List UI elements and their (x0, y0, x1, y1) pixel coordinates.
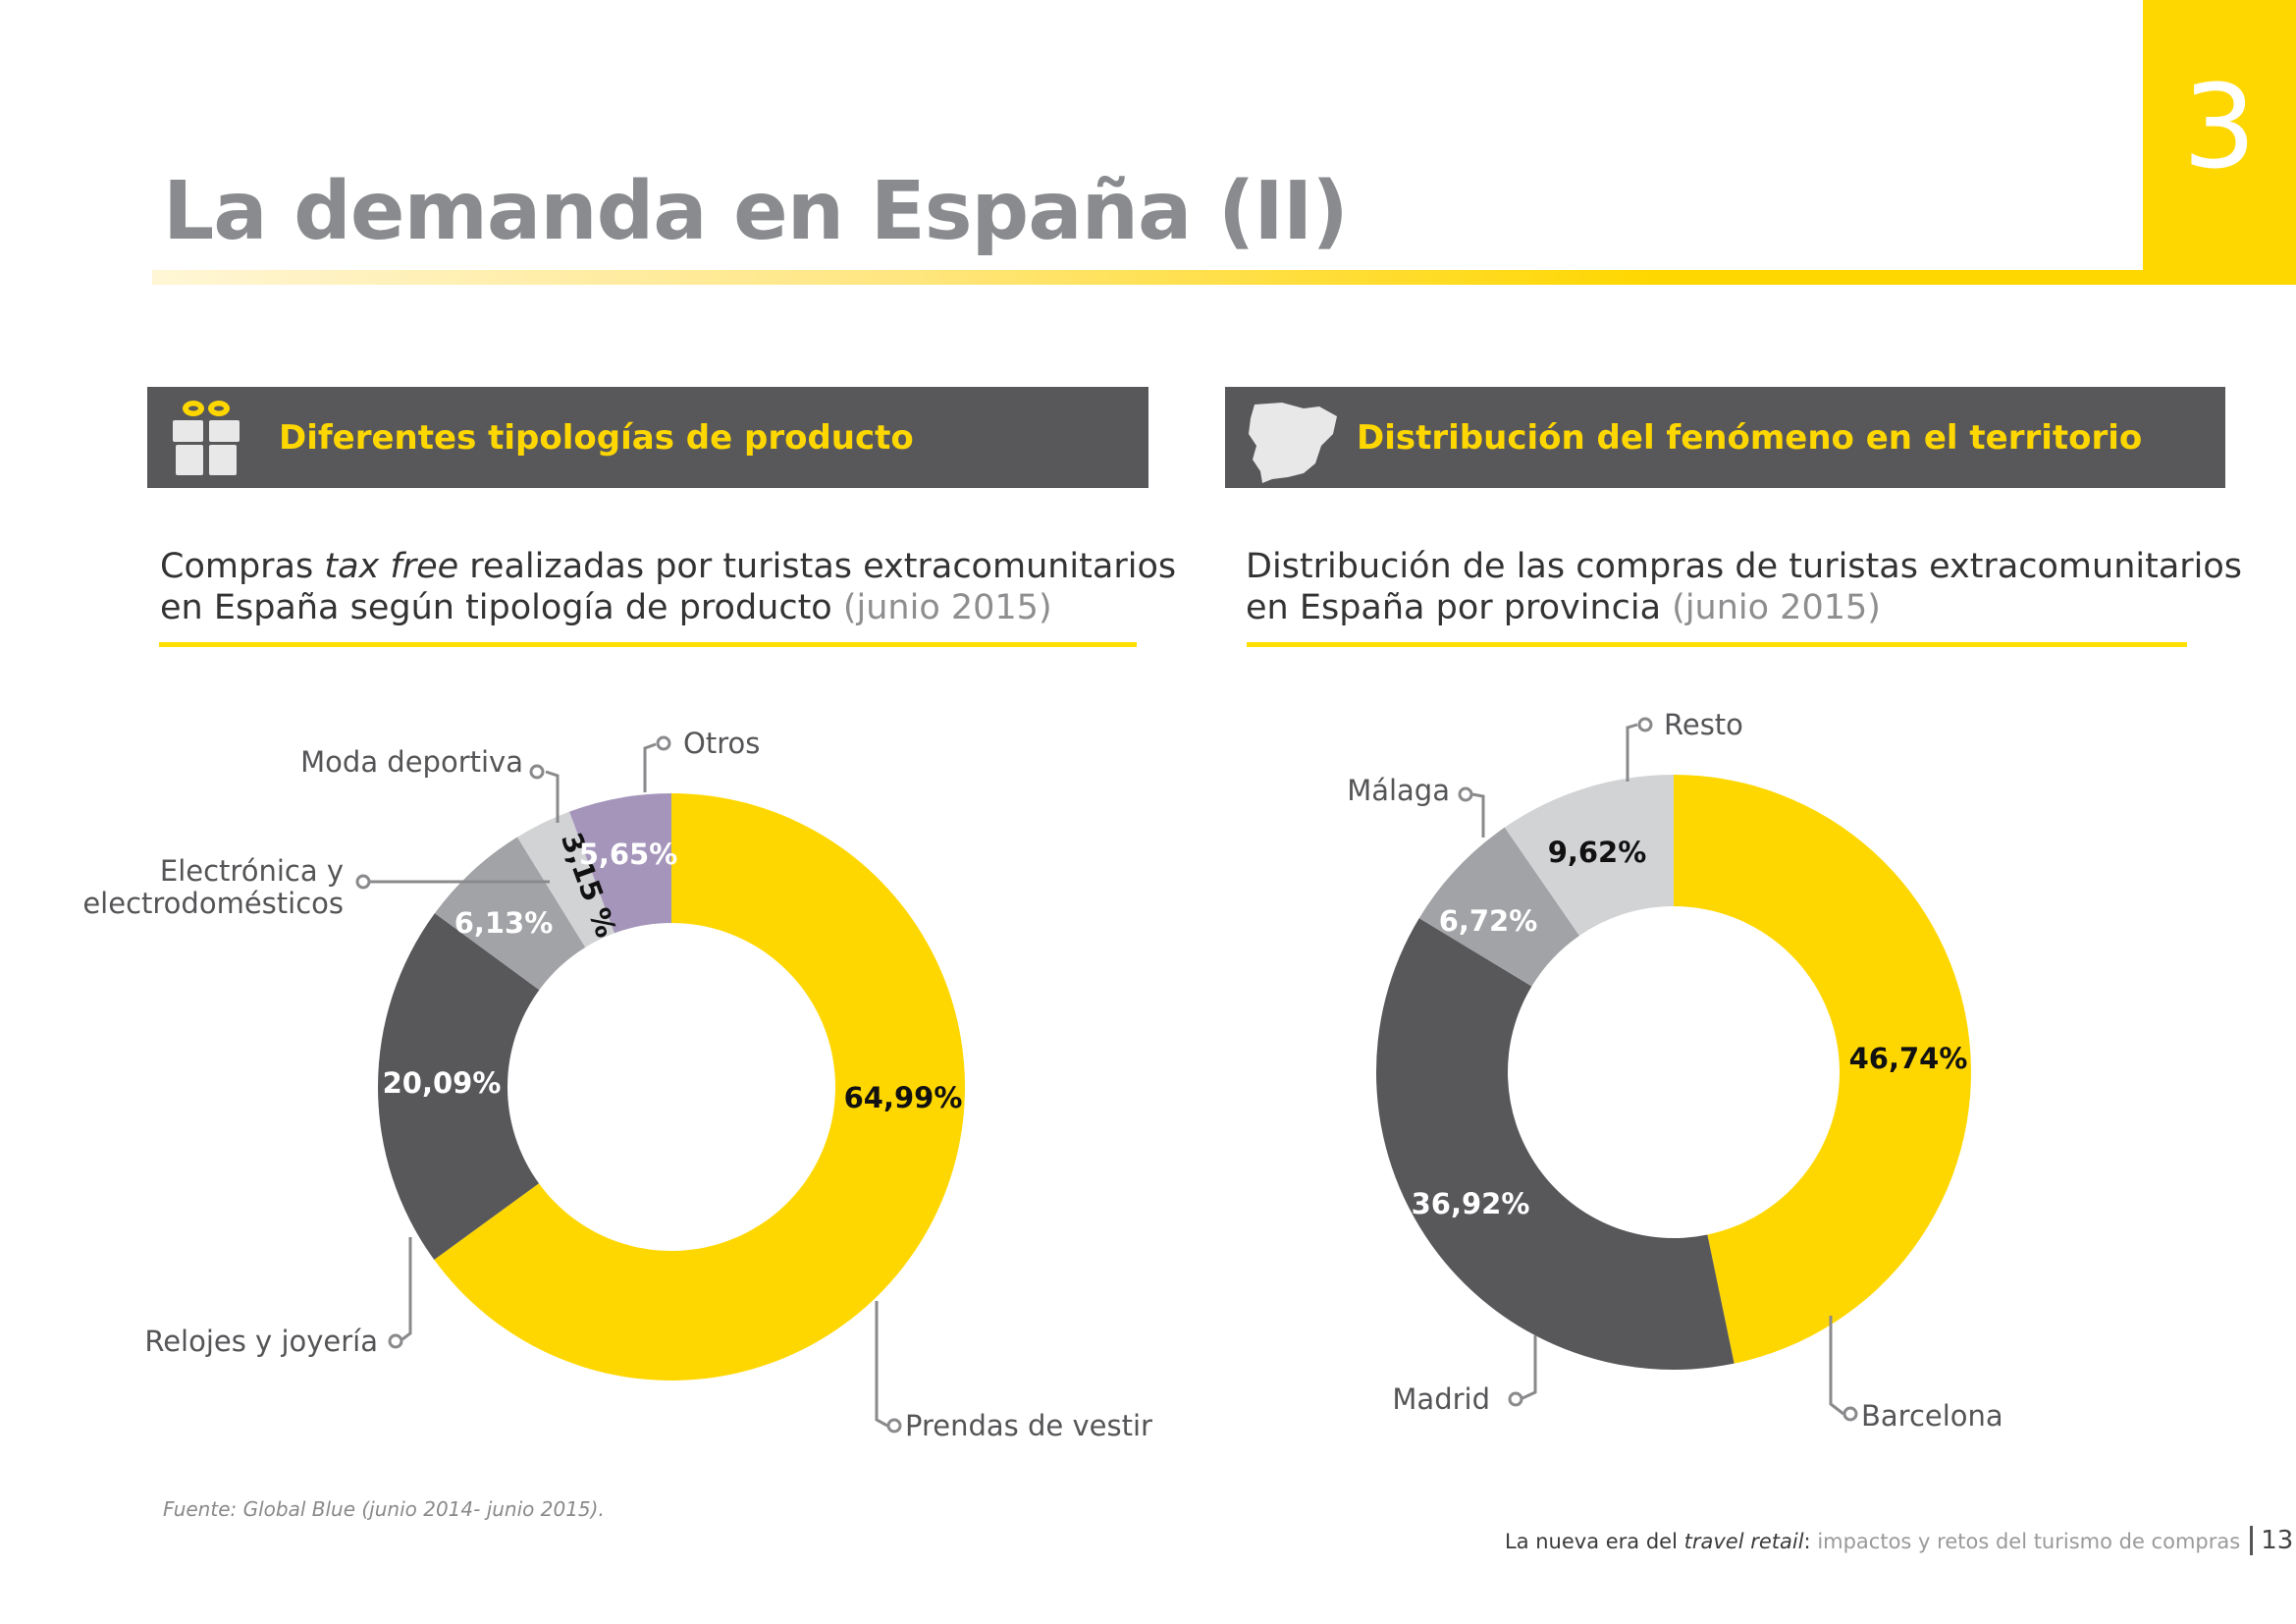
data-label-madrid: 36,92% (1412, 1187, 1530, 1220)
subtitle-text: realizadas por turistas extracomunitario… (458, 547, 1177, 586)
leader-line-barcelona (1829, 1316, 1844, 1416)
donut-slice-malaga (1418, 827, 1579, 987)
leader-line-resto (1626, 723, 1638, 782)
section-number-block (2143, 0, 2296, 285)
leader-line-malaga (1471, 792, 1485, 838)
left-section-heading: Diferentes tipologías de producto (279, 418, 914, 458)
right-subtitle-underline (1247, 642, 2187, 647)
left-subtitle-underline (159, 642, 1137, 647)
data-label-barcelona: 46,74% (1849, 1042, 1968, 1075)
category-label-moda-deportiva: Moda deportiva (300, 745, 523, 779)
subtitle-text: en España por provincia (1246, 588, 1673, 627)
leader-dot-relojes-y-joyeria (388, 1333, 403, 1349)
leader-dot-otros (656, 735, 671, 751)
category-label-prendas-de-vestir: Prendas de vestir (905, 1409, 1152, 1442)
data-label-malaga: 6,72% (1439, 904, 1538, 938)
right-chart-subtitle: Distribución de las compras de turistas … (1246, 546, 2242, 628)
leader-dot-resto (1637, 717, 1653, 732)
category-label-resto: Resto (1664, 708, 1743, 741)
subtitle-text: Distribución de las compras de turistas … (1246, 547, 2243, 586)
page-number: 13 (2261, 1526, 2294, 1555)
page-title: La demanda en España (II) (163, 165, 1349, 258)
data-label-otros: 5,65% (579, 838, 678, 871)
left-section-header (147, 387, 1148, 488)
subtitle-date: (junio 2015) (1672, 588, 1881, 627)
subtitle-italic-text: tax free (324, 547, 459, 586)
footer-separator (2250, 1526, 2254, 1555)
section-number: 3 (2182, 59, 2257, 194)
subtitle-text: en España según tipología de producto (160, 588, 843, 627)
subtitle-date: (junio 2015) (842, 588, 1052, 627)
right-section-header (1225, 387, 2225, 488)
data-label-prendas-de-vestir: 64,99% (844, 1081, 963, 1114)
leader-line-relojes-y-joyeria (401, 1237, 412, 1341)
donut-slice-otros (569, 793, 671, 934)
right-section-heading: Distribución del fenómeno en el territor… (1357, 418, 2143, 458)
category-label-barcelona: Barcelona (1861, 1399, 2003, 1433)
footer-text: La nueva era del (1505, 1530, 1684, 1553)
donut-slice-barcelona (1674, 774, 1972, 1364)
footer-italic-text: travel retail (1683, 1530, 1804, 1553)
leader-line-madrid (1522, 1335, 1537, 1400)
category-label-malaga: Málaga (1347, 774, 1450, 807)
source-note: Fuente: Global Blue (junio 2014- junio 2… (163, 1497, 605, 1521)
left-chart-subtitle: Compras tax free realizadas por turistas… (160, 546, 1176, 628)
gift-icon (173, 401, 240, 475)
data-label-electronica-y-electrodomesticos: 6,13% (454, 906, 554, 940)
donut-slice-relojes-y-joyeria (378, 913, 540, 1260)
leader-dot-madrid (1508, 1391, 1523, 1407)
category-label-electronica-y-electrodomesticos: electrodomésticos (82, 887, 344, 920)
category-label-electronica-y-electrodomesticos: Electrónica y (160, 854, 344, 888)
page-footer: La nueva era del travel retail: impactos… (1505, 1526, 2293, 1555)
donut-slice-prendas-de-vestir (434, 793, 965, 1380)
category-label-relojes-y-joyeria: Relojes y joyería (144, 1325, 378, 1358)
leader-dot-electronica-y-electrodomesticos (355, 874, 371, 890)
leader-dot-barcelona (1842, 1406, 1858, 1422)
footer-subtitle: impactos y retos del turismo de compras (1817, 1530, 2241, 1553)
donut-slice-resto (1504, 775, 1674, 936)
category-label-madrid: Madrid (1392, 1382, 1490, 1416)
donut-slice-moda-deportiva (516, 811, 614, 947)
donut-slice-electronica-y-electrodomesticos (434, 837, 586, 991)
leader-line-moda-deportiva (545, 770, 560, 823)
category-label-otros: Otros (683, 727, 760, 760)
title-underline-bar (152, 270, 2296, 285)
leader-line-otros (643, 742, 657, 792)
leader-dot-moda-deportiva (529, 764, 545, 780)
footer-text: : (1803, 1530, 1818, 1553)
leader-dot-malaga (1458, 786, 1473, 802)
data-label-relojes-y-joyeria: 20,09% (383, 1066, 502, 1100)
leader-dot-prendas-de-vestir (886, 1418, 902, 1434)
leader-line-prendas-de-vestir (875, 1301, 888, 1428)
spain-map-icon (1249, 403, 1337, 483)
subtitle-text: Compras (160, 547, 325, 586)
donut-slice-madrid (1376, 918, 1735, 1371)
data-label-resto: 9,62% (1548, 836, 1647, 869)
